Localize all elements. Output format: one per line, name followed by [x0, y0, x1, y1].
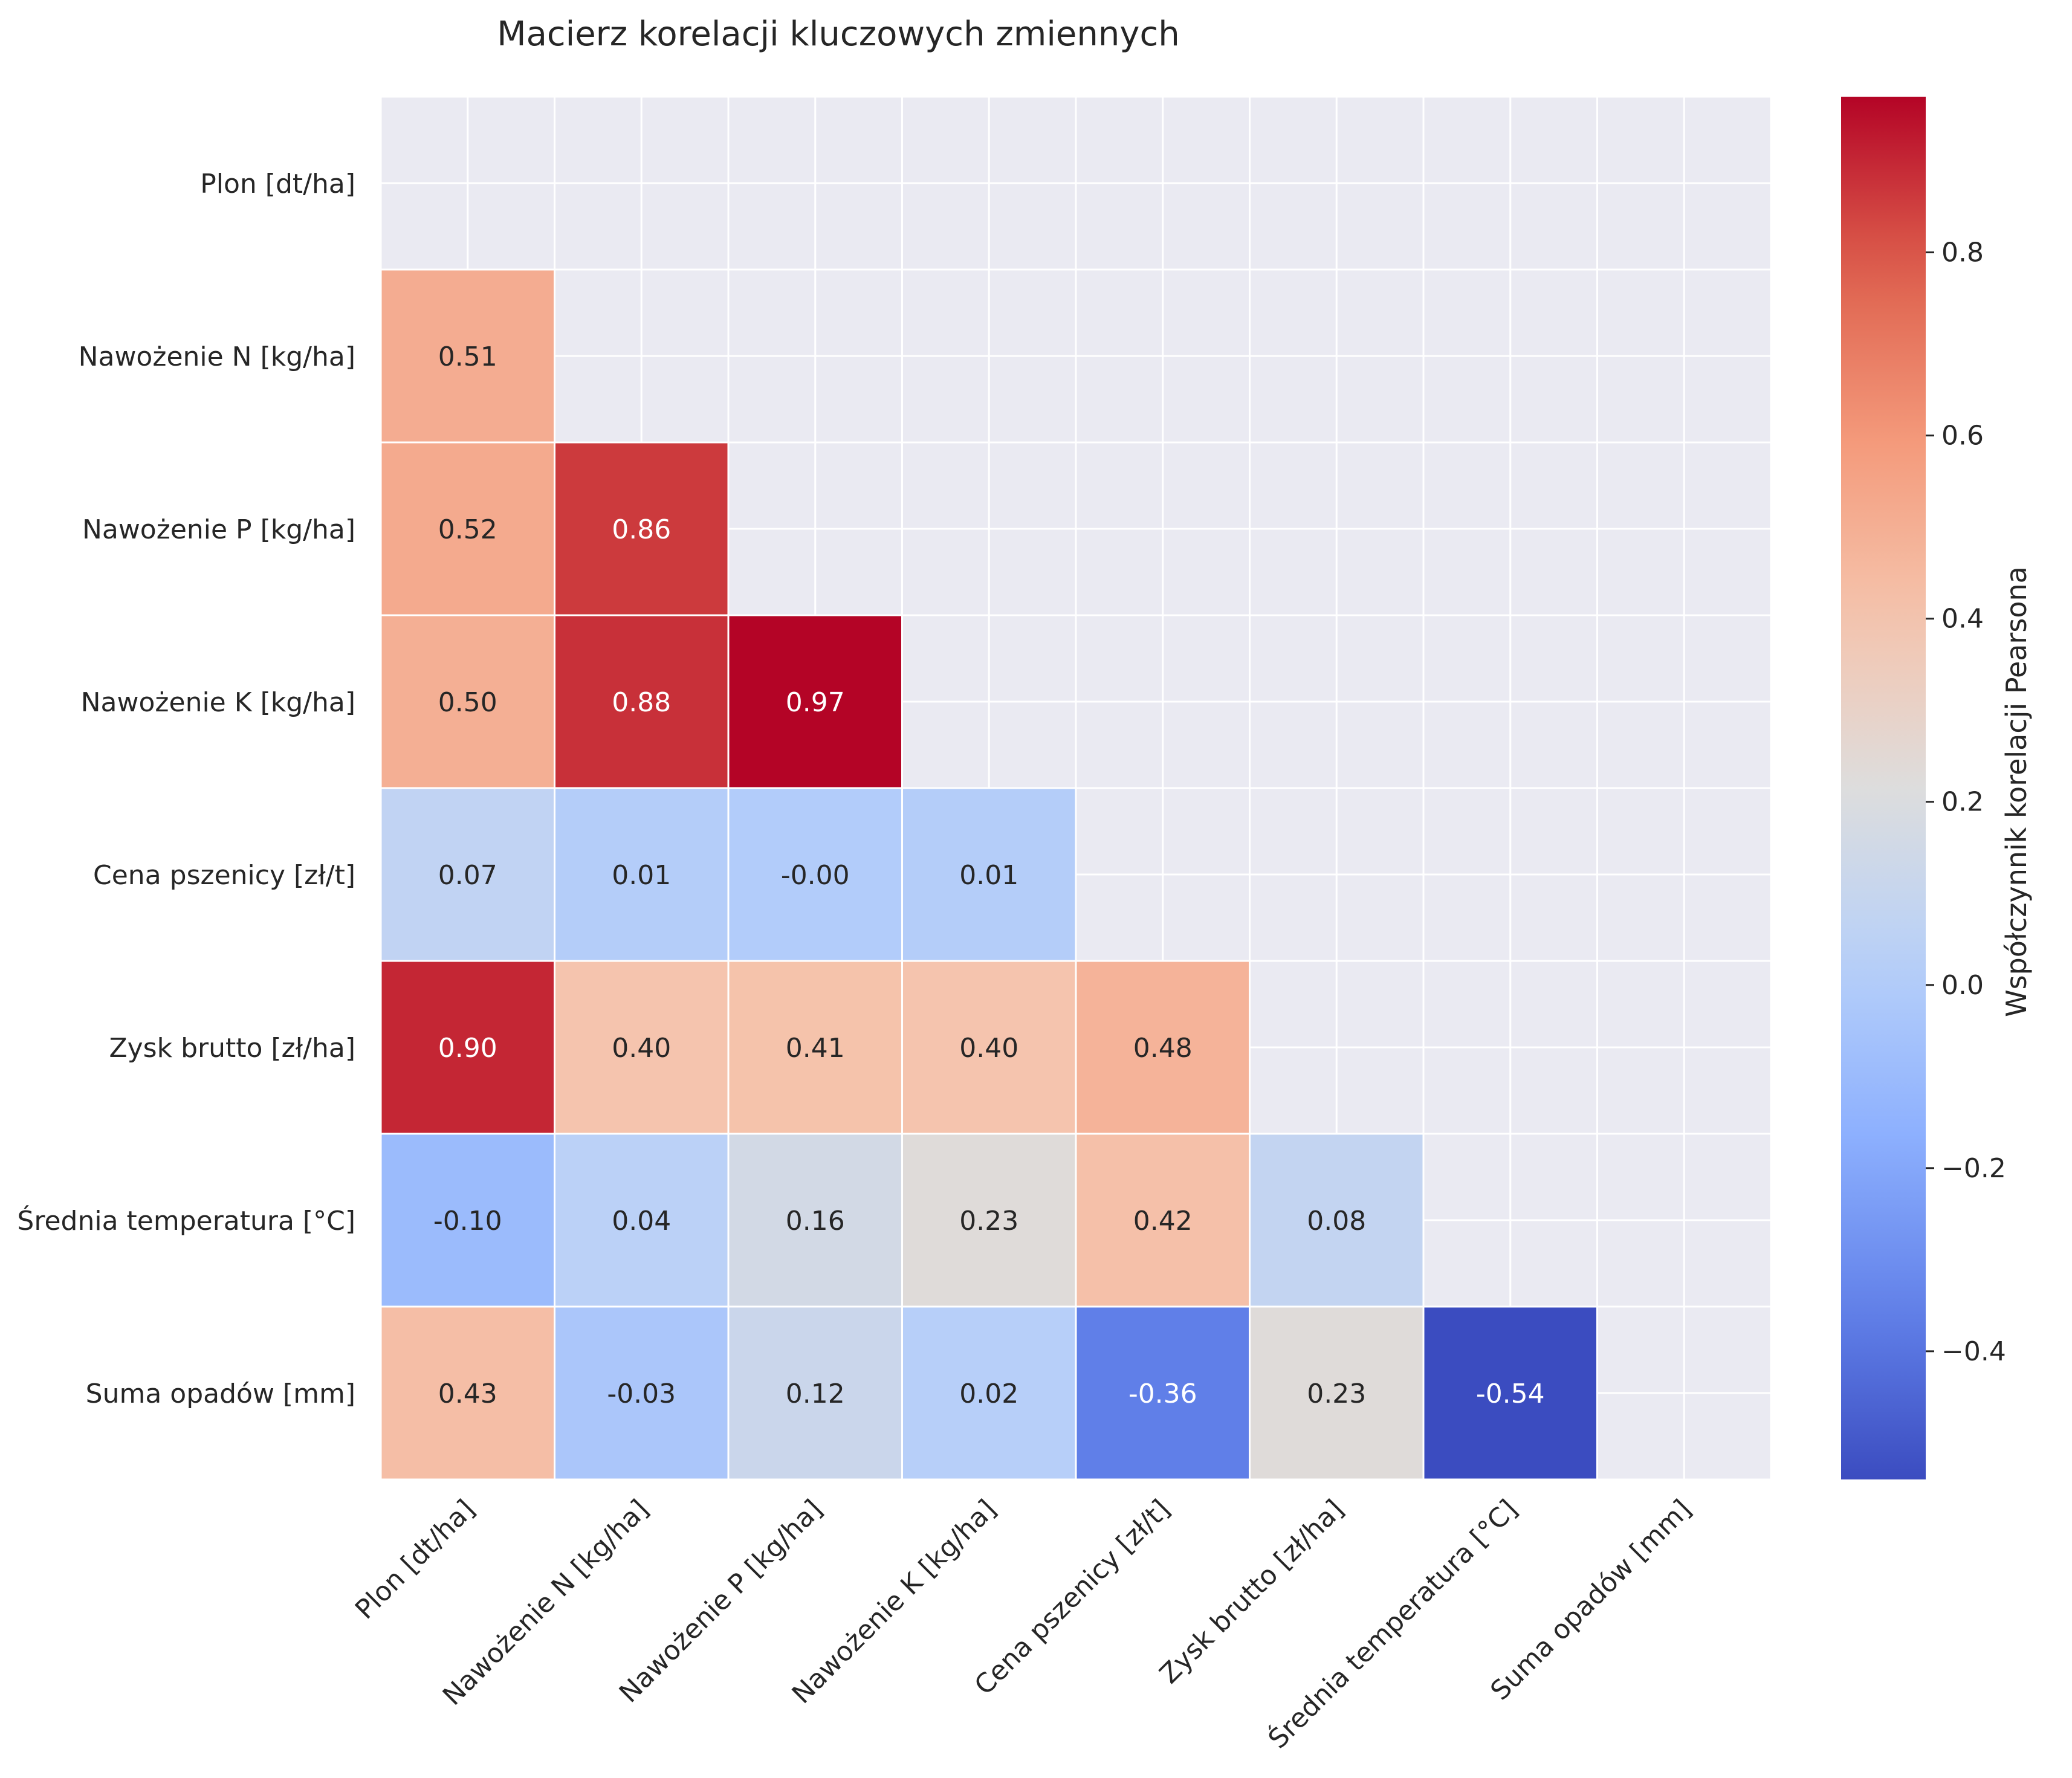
colorbar-tick-label: −0.2: [1941, 1153, 2006, 1184]
x-axis-tick-labels: Plon [dt/ha]Nawożenie N [kg/ha]Nawożenie…: [349, 1493, 1697, 1754]
colorbar: −0.4 −0.2 0.0 0.2 0.4 0.6 0.8: [1841, 97, 2006, 1479]
heatmap-value-label: 0.23: [1307, 1379, 1366, 1409]
heatmap-value-label: 0.12: [786, 1379, 845, 1409]
y-axis-tick-labels: Plon [dt/ha] Nawożenie N [kg/ha] Nawożenie…: [17, 169, 356, 1409]
heatmap-value-label: 0.51: [438, 341, 497, 372]
heatmap-value-label: 0.88: [612, 687, 671, 718]
heatmap-cells: [380, 268, 1598, 1481]
heatmap-value-label: 0.40: [612, 1033, 671, 1064]
heatmap-cell: [380, 268, 555, 444]
heatmap-cell: [1249, 1133, 1425, 1308]
heatmap-value-label: -0.36: [1128, 1379, 1197, 1409]
heatmap-cell: [1075, 960, 1251, 1135]
y-tick-label: Nawożenie K [kg/ha]: [81, 687, 355, 718]
heatmap-value-label: 0.01: [612, 860, 671, 891]
heatmap-cell: [901, 960, 1077, 1135]
heatmap-value-label: 0.43: [438, 1379, 497, 1409]
heatmap-cell: [554, 441, 730, 616]
heatmap-cell: [554, 787, 730, 962]
heatmap-cell: [727, 787, 903, 962]
heatmap-value-label: 0.90: [438, 1033, 497, 1064]
heatmap-cell: [1075, 1305, 1251, 1481]
y-tick-label: Suma opadów [mm]: [86, 1379, 355, 1409]
heatmap-cell: [554, 1305, 730, 1481]
heatmap-value-label: -0.54: [1476, 1379, 1545, 1409]
heatmap-cell: [901, 1305, 1077, 1481]
heatmap-cell: [727, 614, 903, 789]
y-tick-label: Zysk brutto [zł/ha]: [109, 1033, 356, 1064]
x-tick-label: Nawożenie P [kg/ha]: [614, 1494, 829, 1709]
heatmap-cell: [727, 1305, 903, 1481]
heatmap-value-label: 0.42: [1133, 1206, 1193, 1237]
heatmap-value-labels: 0.51 0.52 0.86 0.50 0.88 0.97 0.07 0.01 -0.00 0.0…: [433, 341, 1545, 1409]
colorbar-tick-label: 0.2: [1941, 787, 1984, 818]
heatmap-cell: [727, 960, 903, 1135]
y-tick-label: Nawożenie P [kg/ha]: [82, 514, 355, 545]
colorbar-tick-label: 0.6: [1941, 421, 1984, 451]
y-tick-label: Średnia temperatura [°C]: [17, 1204, 355, 1237]
heatmap-value-label: 0.40: [959, 1033, 1018, 1064]
colorbar-tick-label: 0.4: [1941, 604, 1984, 635]
heatmap-value-label: 0.52: [438, 514, 497, 545]
y-tick-label: Cena pszenicy [zł/t]: [93, 860, 355, 891]
colorbar-tick-label: 0.8: [1941, 238, 1984, 268]
heatmap-cell: [554, 1133, 730, 1308]
heatmap-value-label: 0.01: [959, 860, 1018, 891]
y-tick-label: Plon [dt/ha]: [200, 169, 355, 199]
y-tick-label: Nawożenie N [kg/ha]: [79, 341, 355, 372]
heatmap-value-label: -0.00: [781, 860, 850, 891]
heatmap-value-label: 0.97: [786, 687, 845, 718]
colorbar-tick-label: −0.4: [1941, 1336, 2006, 1367]
heatmap-value-label: 0.16: [786, 1206, 845, 1237]
colorbar-gradient: [1841, 97, 1926, 1479]
heatmap-cell: [380, 960, 555, 1135]
heatmap-value-label: 0.08: [1307, 1206, 1366, 1237]
heatmap-cell: [554, 614, 730, 789]
heatmap-value-label: 0.41: [786, 1033, 845, 1064]
x-tick-label: Zysk brutto [zł/ha]: [1154, 1494, 1350, 1690]
heatmap-cell: [1422, 1305, 1598, 1481]
heatmap-value-label: 0.50: [438, 687, 497, 718]
heatmap-cell: [380, 1133, 555, 1308]
heatmap-cell: [1249, 1305, 1425, 1481]
colorbar-label: Współczynnik korelacji Pearsona: [2000, 566, 2033, 1017]
heatmap-cell: [554, 960, 730, 1135]
heatmap-value-label: 0.48: [1133, 1033, 1193, 1064]
heatmap-cell: [380, 614, 555, 789]
colorbar-tick-label: 0.0: [1941, 970, 1984, 1001]
heatmap-cell: [901, 787, 1077, 962]
heatmap-cell: [727, 1133, 903, 1308]
heatmap-value-label: 0.04: [612, 1206, 671, 1237]
x-tick-label: Plon [dt/ha]: [349, 1494, 481, 1626]
heatmap-value-label: -0.03: [607, 1379, 676, 1409]
heatmap-value-label: 0.07: [438, 860, 497, 891]
chart-title: Macierz korelacji kluczowych zmiennych: [497, 15, 1180, 54]
heatmap-value-label: 0.23: [959, 1206, 1018, 1237]
heatmap-value-label: -0.10: [433, 1206, 502, 1237]
heatmap-value-label: 0.02: [959, 1379, 1018, 1409]
x-tick-label: Suma opadów [mm]: [1484, 1494, 1697, 1707]
x-tick-label: Cena pszenicy [zł/t]: [969, 1494, 1176, 1701]
heatmap-value-label: 0.86: [612, 514, 671, 545]
heatmap-cell: [380, 787, 555, 962]
